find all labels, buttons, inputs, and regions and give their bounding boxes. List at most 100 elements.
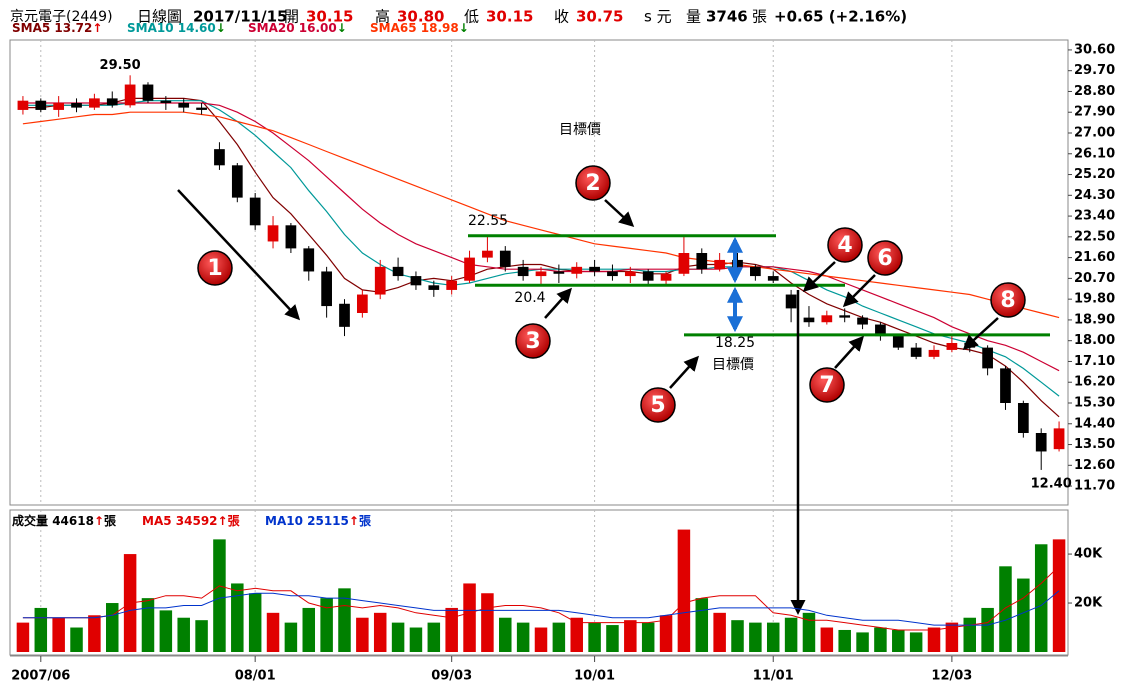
candle-body xyxy=(589,266,600,272)
candle-body xyxy=(464,257,475,281)
volume-bar xyxy=(874,627,887,652)
volume-bar xyxy=(570,617,583,652)
legend-entry: MA10 25115↑張 xyxy=(265,514,372,528)
volume-bar xyxy=(445,607,458,652)
step-number: 8 xyxy=(1000,288,1015,313)
candle-body xyxy=(1000,368,1011,403)
volume-bar xyxy=(52,617,65,652)
candle-body xyxy=(1035,433,1047,452)
volume-bar xyxy=(552,622,566,652)
y-tick-label: 16.20 xyxy=(1074,375,1115,390)
volume-bar xyxy=(856,632,869,652)
candle-body xyxy=(285,225,297,249)
candle-body xyxy=(714,259,726,270)
volume-bar xyxy=(34,607,48,652)
volume-unit: 張 xyxy=(752,8,767,26)
y-tick-label: 13.50 xyxy=(1074,437,1115,452)
candle-body xyxy=(482,250,493,258)
low-label: 低 xyxy=(464,8,479,26)
volume-bar xyxy=(106,603,119,652)
candle-body xyxy=(53,103,65,110)
volume-value: 3746 xyxy=(706,8,748,26)
step-marker xyxy=(827,227,863,263)
max-label: 29.50 xyxy=(100,58,141,73)
volume-bar xyxy=(1034,544,1048,652)
volume-bar xyxy=(391,622,405,652)
candle-body xyxy=(553,271,565,274)
arrow xyxy=(604,199,635,228)
ma-line xyxy=(22,97,1060,418)
legend-trend: ↑ xyxy=(92,21,102,35)
volume-bar xyxy=(606,625,619,652)
volume-bar xyxy=(248,593,262,652)
candle-body xyxy=(982,347,993,369)
legend-value: 34592 xyxy=(176,514,218,528)
open-value: 30.15 xyxy=(306,8,353,26)
step-marker xyxy=(990,282,1026,318)
y-tick-label: 26.10 xyxy=(1074,146,1115,161)
volume-bar xyxy=(624,620,637,652)
candle-body xyxy=(696,253,708,270)
legend-value: 13.72 xyxy=(54,21,92,35)
volume-bar xyxy=(266,612,280,652)
close-label: 收 xyxy=(554,8,569,26)
arrow xyxy=(834,335,865,369)
step-marker xyxy=(867,240,903,276)
y-tick-label: 11.70 xyxy=(1074,479,1115,494)
candle-body xyxy=(910,347,922,357)
candle-body xyxy=(499,250,511,267)
step-number: 3 xyxy=(525,329,540,354)
candle-body xyxy=(660,273,672,281)
arrow xyxy=(802,261,836,293)
legend-entry: SMA20 16.00↓ xyxy=(248,21,347,35)
candle-body xyxy=(1017,403,1029,433)
y-tick-label: 28.80 xyxy=(1074,84,1115,99)
arrow xyxy=(962,317,999,351)
stock-name: 京元電子(2449) xyxy=(10,9,113,25)
candle-body xyxy=(839,315,851,318)
high-value: 30.80 xyxy=(397,8,444,26)
y-tick-label: 17.10 xyxy=(1074,354,1115,369)
arrow xyxy=(669,355,700,389)
legend-trend: ↓ xyxy=(216,21,226,35)
legend-name: MA10 xyxy=(265,514,303,528)
candle-body xyxy=(642,271,654,281)
candle-body xyxy=(35,100,47,110)
target-label: 目標價 xyxy=(712,356,754,373)
legend-value: 44618 xyxy=(52,514,94,528)
volume-bar xyxy=(784,617,798,652)
volume-bar xyxy=(588,622,601,652)
y-tick-label: 22.50 xyxy=(1074,229,1115,244)
y-tick-label: 21.60 xyxy=(1074,250,1115,265)
legend-value: 16.00 xyxy=(299,21,337,35)
candle-body xyxy=(178,103,190,108)
candle-body xyxy=(303,248,315,272)
volume-bar xyxy=(677,529,691,652)
volume-bar xyxy=(177,617,190,652)
volume-bar xyxy=(373,612,387,652)
volume-bar xyxy=(427,622,441,652)
plot: 30.60 29.70 28.80 27.90 27.00 26.10 25.20 24.30… xyxy=(11,21,1115,684)
legend-unit: 張 xyxy=(359,514,372,528)
chart-kind: 日線圖 xyxy=(137,8,182,26)
volume-bar xyxy=(302,607,316,652)
close-value: 30.75 xyxy=(576,8,623,26)
arrow xyxy=(544,287,572,319)
legend-name: SMA65 xyxy=(370,21,417,35)
y-tick-label: 12.60 xyxy=(1074,458,1115,473)
legend-trend: ↑ xyxy=(218,514,228,528)
candle-body xyxy=(767,276,779,281)
high-label: 高 xyxy=(375,8,390,26)
legend-entry: SMA5 13.72↑ xyxy=(12,21,102,35)
volume-bar xyxy=(963,617,976,652)
step-number: 1 xyxy=(207,256,222,281)
step-number: 5 xyxy=(650,393,665,418)
volume-bar xyxy=(999,566,1012,652)
y-tick-label: 19.80 xyxy=(1074,292,1115,307)
candle-body xyxy=(750,266,761,277)
volume-bar xyxy=(338,588,351,652)
header: 京元電子(2449) 日線圖 2017/11/15 開 30.15 高 30.8… xyxy=(10,8,907,26)
volume-bar xyxy=(927,627,941,652)
volume-bar xyxy=(749,622,762,652)
arrow xyxy=(177,189,301,321)
